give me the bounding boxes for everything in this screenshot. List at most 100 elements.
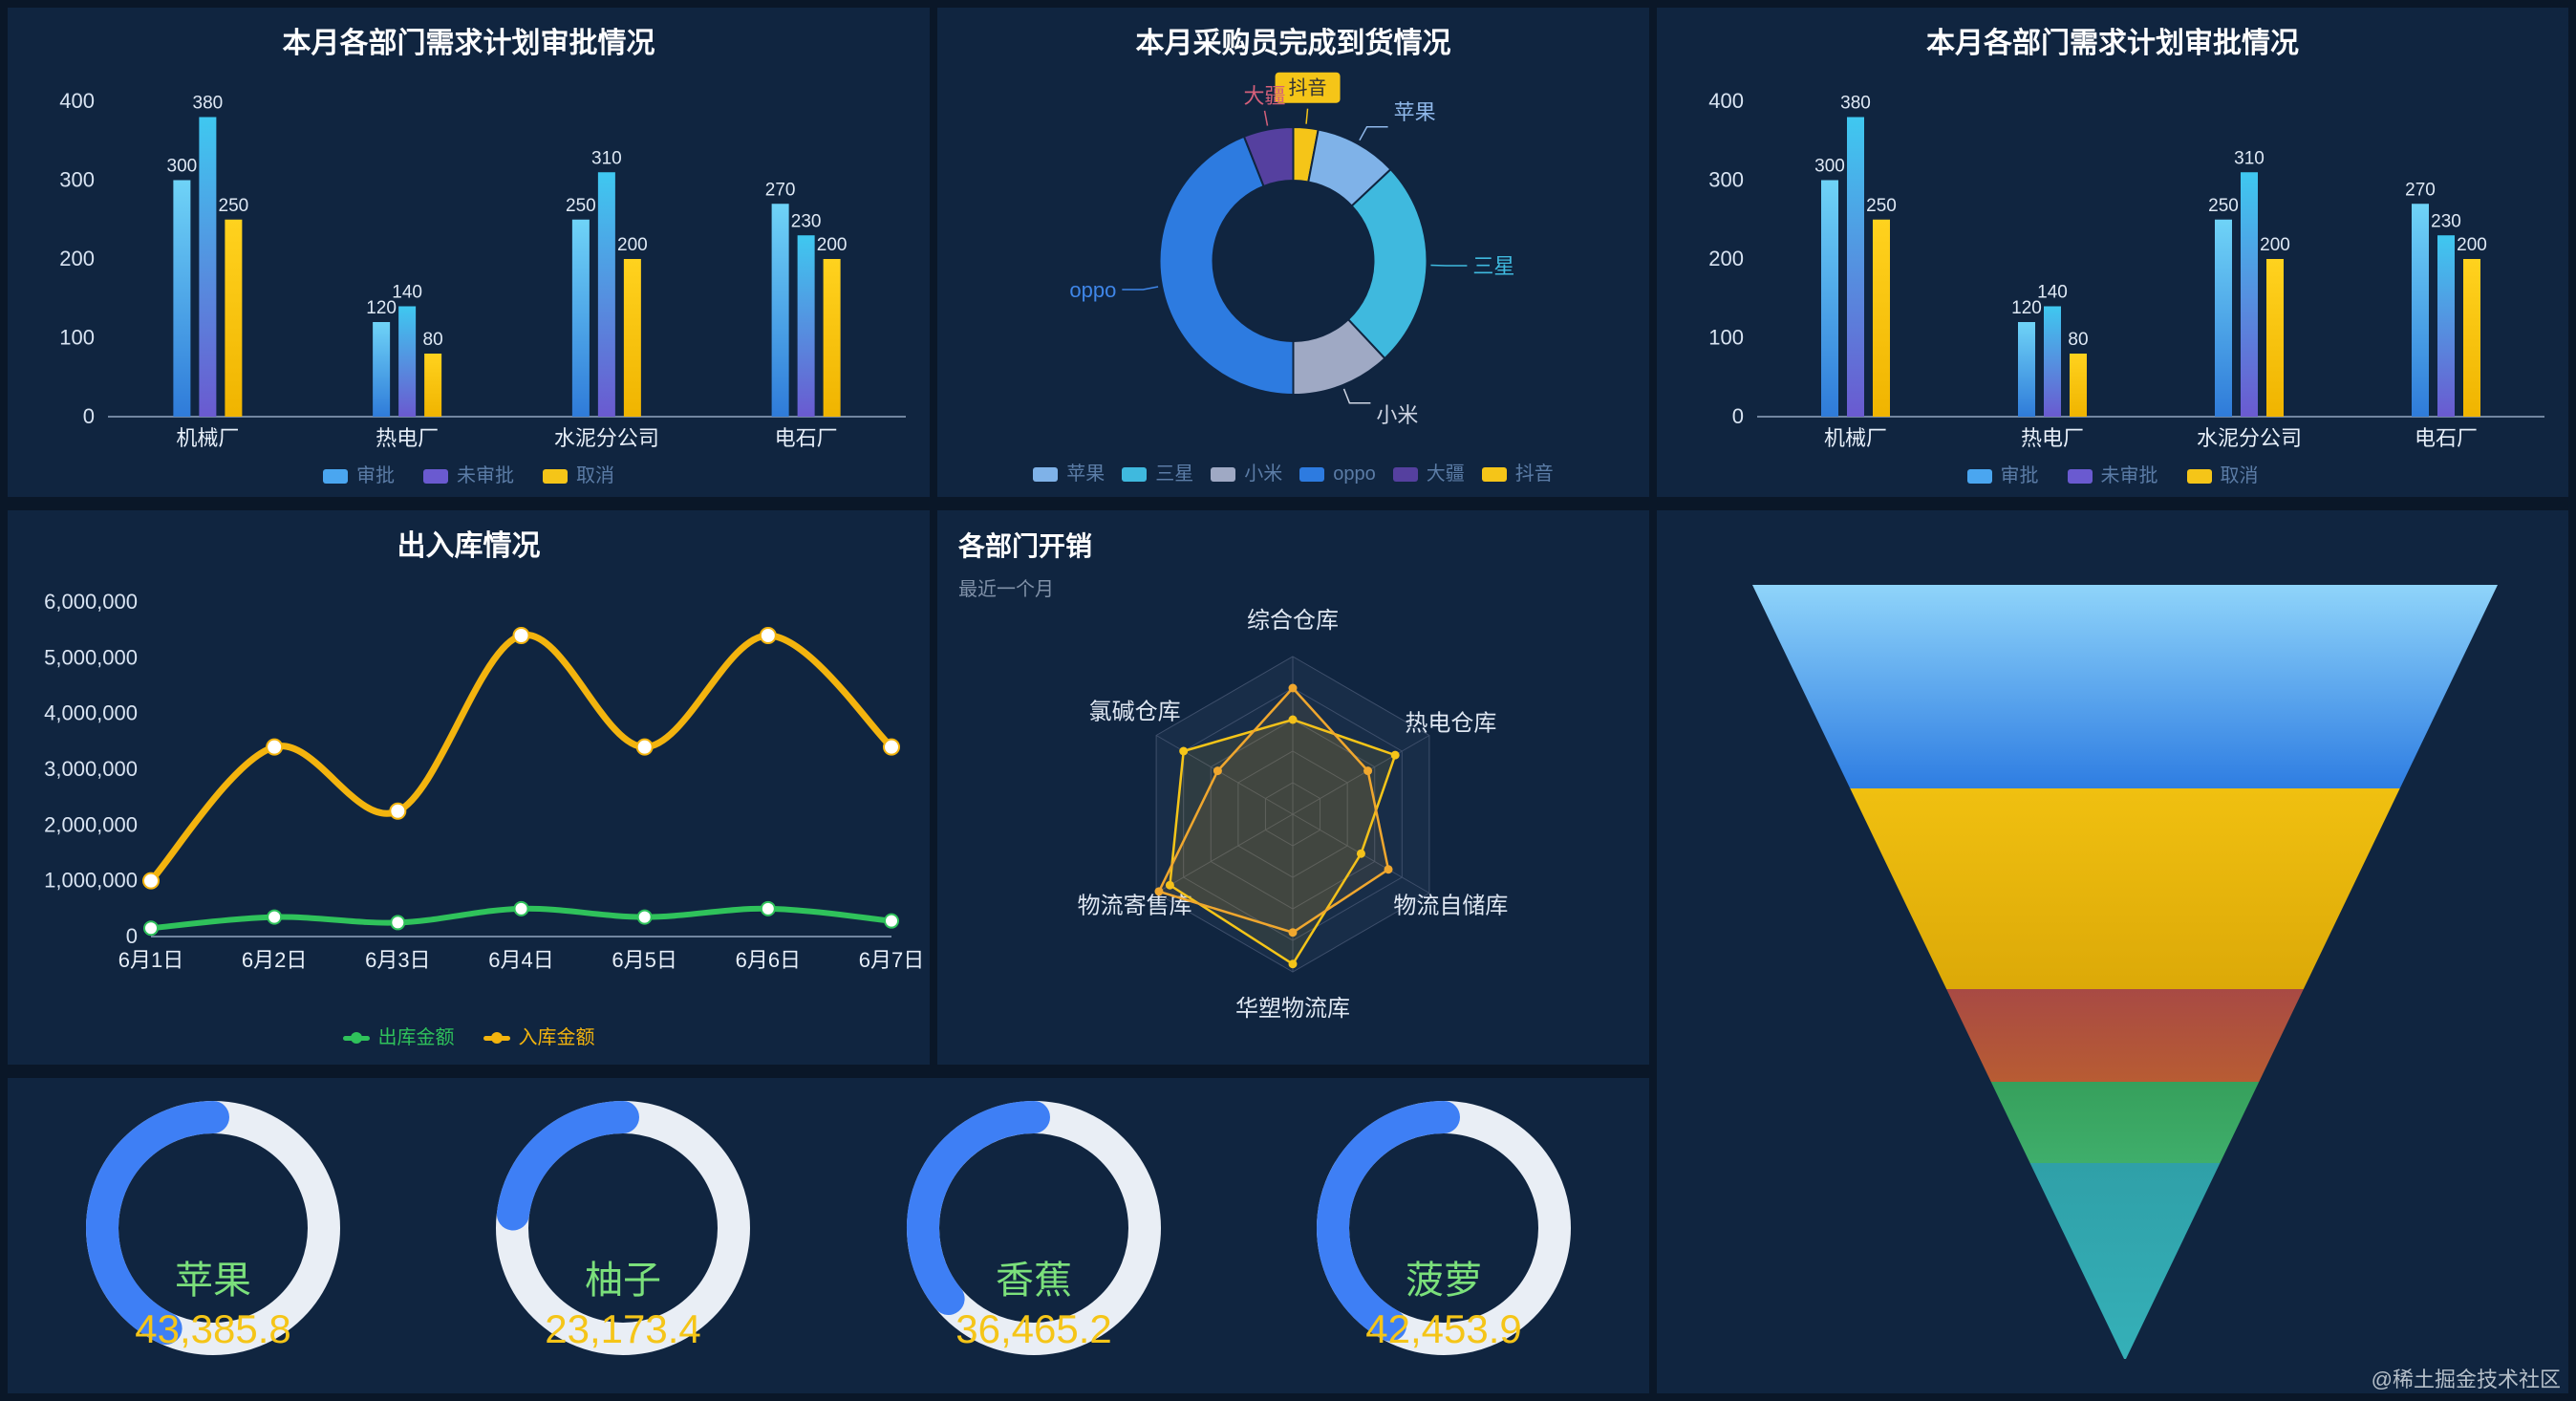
- legend-item-未审批[interactable]: 未审批: [423, 466, 514, 485]
- svg-text:4,000,000: 4,000,000: [44, 701, 138, 725]
- legend-inout: 出库金额 入库金额: [8, 1019, 930, 1057]
- svg-text:120: 120: [366, 298, 397, 318]
- svg-text:三星: 三星: [1472, 254, 1514, 278]
- svg-text:小米: 小米: [1376, 403, 1418, 427]
- svg-text:200: 200: [1708, 247, 1744, 270]
- svg-text:140: 140: [392, 283, 422, 303]
- svg-text:80: 80: [423, 330, 443, 350]
- legend-swatch: [2186, 468, 2212, 484]
- legend-item-审批[interactable]: 审批: [1966, 466, 2039, 485]
- radar-subtitle: 最近一个月: [958, 579, 1054, 600]
- svg-text:300: 300: [167, 157, 198, 177]
- legend-item-出库金额[interactable]: 出库金额: [342, 1027, 455, 1048]
- legend-label: 取消: [576, 465, 614, 486]
- gauge-苹果[interactable]: 苹果 43,385.8: [65, 1085, 361, 1387]
- svg-text:抖音: 抖音: [1289, 77, 1327, 99]
- legend-item-苹果[interactable]: 苹果: [1033, 464, 1105, 484]
- svg-text:400: 400: [59, 89, 95, 113]
- svg-text:270: 270: [765, 180, 796, 200]
- panel-approval-left: 本月各部门需求计划审批情况 0 100 200 300 400 机械厂 热电厂 水泥分公司 电石…: [8, 8, 930, 497]
- legend-item-oppo[interactable]: oppo: [1299, 464, 1376, 484]
- svg-text:300: 300: [1814, 157, 1845, 177]
- legend-item-三星[interactable]: 三星: [1122, 464, 1193, 484]
- svg-text:400: 400: [1708, 89, 1744, 113]
- legend-swatch: [1122, 466, 1148, 482]
- svg-text:250: 250: [2208, 196, 2239, 216]
- legend-swatch: [1481, 466, 1507, 482]
- svg-text:物流寄售库: 物流寄售库: [1078, 894, 1192, 919]
- legend-delivery: 苹果 三星 小米 oppo 大疆 抖音: [937, 455, 1649, 493]
- legend-item-取消[interactable]: 取消: [2186, 466, 2259, 485]
- radar-title: 各部门开销: [958, 531, 1093, 561]
- bar-chart-approval-right[interactable]: 0 100 200 300 400 机械厂 热电厂 水泥分公司 电石厂 300 120 250 270 3…: [1657, 55, 2568, 457]
- svg-text:200: 200: [817, 235, 848, 255]
- svg-text:250: 250: [1866, 196, 1897, 216]
- line-chart-inout[interactable]: 0 1,000,000 2,000,000 3,000,000 4,000,000 5,0…: [8, 558, 930, 1019]
- svg-text:综合仓库: 综合仓库: [1247, 608, 1339, 634]
- panel-approval-right: 本月各部门需求计划审批情况 0 100 200 300 400 机械厂 热电厂 水泥分公司 电石…: [1657, 8, 2568, 497]
- svg-text:6月2日: 6月2日: [242, 948, 307, 972]
- svg-text:水泥分公司: 水泥分公司: [554, 426, 659, 450]
- svg-text:6月5日: 6月5日: [612, 948, 676, 972]
- legend-item-抖音[interactable]: 抖音: [1481, 463, 1554, 485]
- svg-text:120: 120: [2011, 298, 2042, 318]
- svg-text:热电仓库: 热电仓库: [1405, 711, 1496, 737]
- legend-item-小米[interactable]: 小米: [1211, 464, 1282, 484]
- svg-text:物流自储库: 物流自储库: [1393, 894, 1508, 919]
- panel-title-inout: 出入库情况: [397, 530, 541, 562]
- legend-swatch: [423, 468, 448, 484]
- gauge-菠萝[interactable]: 菠萝 42,453.9: [1296, 1085, 1592, 1387]
- svg-text:6月3日: 6月3日: [365, 948, 430, 972]
- panel-fruit-gauges: 苹果 43,385.8 柚子 23,173.4 香蕉 36,465.2 菠萝 42,453.9: [8, 1078, 1649, 1393]
- gauge-fruit-name: 柚子: [585, 1260, 661, 1302]
- svg-text:1,000,000: 1,000,000: [44, 869, 138, 893]
- svg-text:310: 310: [2234, 148, 2265, 168]
- svg-text:5,000,000: 5,000,000: [44, 645, 138, 669]
- gauge-柚子[interactable]: 柚子 23,173.4: [475, 1085, 771, 1387]
- panel-title-delivery: 本月采购员完成到货情况: [1135, 28, 1451, 59]
- bar-chart-approval-left[interactable]: 0 100 200 300 400 机械厂 热电厂 水泥分公司 电石厂 300 120 250 270 3…: [8, 55, 930, 457]
- legend-item-入库金额[interactable]: 入库金额: [483, 1028, 595, 1047]
- svg-text:0: 0: [83, 404, 95, 428]
- gauge-香蕉[interactable]: 香蕉 36,465.2: [886, 1085, 1182, 1387]
- svg-text:大疆: 大疆: [1244, 84, 1286, 108]
- gauge-value: 23,173.4: [546, 1306, 702, 1351]
- legend-swatch: [2067, 468, 2093, 484]
- panel-delivery-donut: 本月采购员完成到货情况 抖音 苹果 三星 小米 oppo 大疆 苹果 三星 小米 oppo 大疆抖…: [937, 8, 1649, 497]
- svg-text:机械厂: 机械厂: [176, 426, 239, 450]
- panel-title-approval-left: 本月各部门需求计划审批情况: [282, 28, 655, 59]
- legend-swatch: [1966, 468, 1992, 484]
- legend-item-未审批[interactable]: 未审批: [2067, 465, 2158, 486]
- legend-label: 抖音: [1514, 463, 1554, 485]
- svg-text:热电厂: 热电厂: [2021, 426, 2084, 450]
- svg-text:100: 100: [1708, 326, 1744, 350]
- gauge-value: 36,465.2: [955, 1306, 1112, 1351]
- legend-label: 出库金额: [377, 1027, 455, 1048]
- panel-expense-radar: 各部门开销 最近一个月 综合仓库 热电仓库 物流自储库 华塑物流库 物流寄售库 氯碱仓库: [937, 510, 1649, 1065]
- legend-label: 未审批: [2100, 465, 2158, 486]
- funnel-chart[interactable]: [1657, 510, 2568, 1393]
- svg-text:300: 300: [59, 168, 95, 192]
- svg-text:华塑物流库: 华塑物流库: [1235, 996, 1350, 1022]
- svg-text:270: 270: [2405, 180, 2436, 200]
- gauge-fruit-name: 苹果: [175, 1260, 251, 1302]
- legend-item-大疆[interactable]: 大疆: [1392, 464, 1465, 484]
- legend-item-取消[interactable]: 取消: [543, 466, 614, 485]
- svg-text:2,000,000: 2,000,000: [44, 812, 138, 836]
- svg-text:250: 250: [566, 196, 596, 216]
- svg-text:3,000,000: 3,000,000: [44, 757, 138, 781]
- svg-text:6月6日: 6月6日: [736, 948, 801, 972]
- svg-text:热电厂: 热电厂: [376, 426, 439, 450]
- legend-approval-right: 审批 未审批 取消: [1657, 457, 2568, 495]
- svg-text:苹果: 苹果: [1394, 100, 1436, 124]
- svg-text:电石厂: 电石厂: [2415, 426, 2478, 450]
- legend-item-审批[interactable]: 审批: [323, 466, 395, 485]
- panel-title-approval-right: 本月各部门需求计划审批情况: [1926, 28, 2299, 59]
